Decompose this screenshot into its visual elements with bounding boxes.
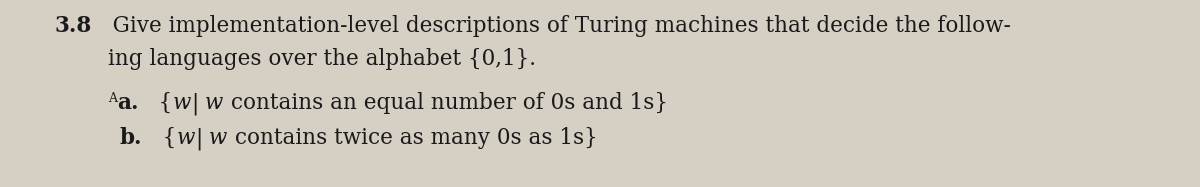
Text: contains twice as many 0s as 1s}: contains twice as many 0s as 1s} [228,127,598,149]
Text: b.: b. [120,127,143,149]
Text: {: { [143,127,176,149]
Text: w: w [203,127,228,149]
Text: w: w [198,92,223,114]
Text: a.: a. [118,92,138,114]
Text: contains an equal number of 0s and 1s}: contains an equal number of 0s and 1s} [223,92,667,114]
Text: w: w [176,127,196,149]
Text: |: | [196,127,203,149]
Text: |: | [191,92,198,114]
Text: {: { [138,92,173,114]
Text: 3.8: 3.8 [55,15,92,37]
Text: Give implementation-level descriptions of Turing machines that decide the follow: Give implementation-level descriptions o… [92,15,1012,37]
Text: A: A [108,92,118,105]
Text: w: w [173,92,191,114]
Text: ing languages over the alphabet {0,1}.: ing languages over the alphabet {0,1}. [108,48,536,70]
